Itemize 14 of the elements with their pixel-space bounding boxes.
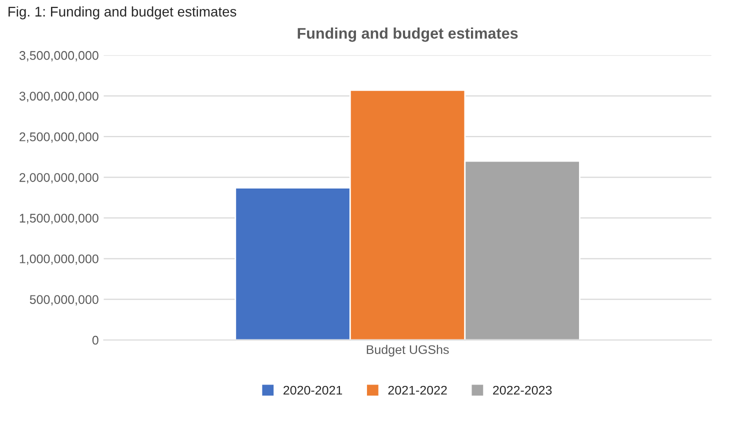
legend-label: 2020-2021 xyxy=(284,386,342,395)
y-tick-label: 0 xyxy=(92,336,98,345)
legend-label: 2022-2023 xyxy=(493,386,552,395)
y-tick-label: 500,000,000 xyxy=(30,295,98,306)
y-tick-label: 1,500,000,000 xyxy=(20,214,98,224)
y-tick-label: 3,500,000,000 xyxy=(19,51,98,62)
x-tick-label: Budget UGShs xyxy=(366,344,449,357)
y-tick-label: 2,500,000,000 xyxy=(20,132,98,143)
y-tick-label: 2,000,000,000 xyxy=(20,173,98,184)
y-tick-label: 3,000,000,000 xyxy=(19,92,98,102)
legend-label: 2021-2022 xyxy=(388,386,447,395)
caption: Fig. 1: Funding and budget estimates xyxy=(8,6,236,20)
chart-title: Funding and budget estimates xyxy=(298,28,518,42)
y-tick-label: 1,000,000,000 xyxy=(20,254,98,265)
